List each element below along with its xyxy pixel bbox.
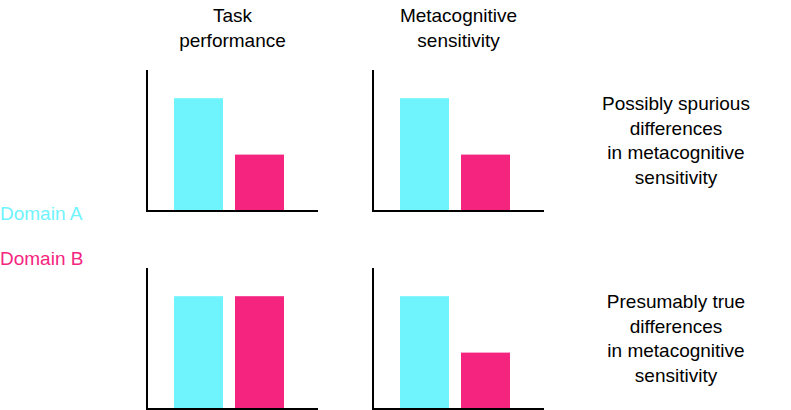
bar xyxy=(235,296,284,409)
title-line: Task xyxy=(213,5,253,26)
x-axis xyxy=(146,210,318,212)
title: Task performance xyxy=(179,5,286,51)
bars xyxy=(174,98,284,211)
annotation: sensitivity xyxy=(635,167,718,188)
annotation: in metacognitive xyxy=(607,142,744,163)
bars xyxy=(400,98,510,211)
y-axis xyxy=(146,268,148,410)
title-line: performance xyxy=(179,30,286,51)
annotation: Possibly spurious xyxy=(602,93,750,114)
annotation: Presumably true xyxy=(607,291,745,312)
title-line: Metacognitive xyxy=(400,5,517,26)
canvas: Task performance Domain A Domain B Metacogni… xyxy=(0,0,791,410)
bar xyxy=(461,353,510,409)
annotation: differences xyxy=(630,316,723,337)
bar xyxy=(461,155,510,211)
y-axis xyxy=(372,268,374,410)
legend-entry: Domain A xyxy=(0,203,83,224)
legend-entry: Domain B xyxy=(0,248,83,269)
x-axis xyxy=(372,408,544,410)
bars xyxy=(174,296,284,409)
annotation: in metacognitive xyxy=(607,340,744,361)
annotation: differences xyxy=(630,118,723,139)
annotation: sensitivity xyxy=(635,365,718,386)
y-axis xyxy=(146,70,148,212)
panel: Task performance xyxy=(146,5,318,212)
bar xyxy=(400,296,449,409)
y-axis xyxy=(372,70,374,212)
title-line: sensitivity xyxy=(417,30,500,51)
bars xyxy=(400,296,510,409)
x-axis xyxy=(146,408,318,410)
bar xyxy=(235,155,284,211)
figure: Task performance Domain A Domain B Metacogni… xyxy=(0,0,791,410)
legend: Domain A Domain B xyxy=(0,203,83,269)
panel: Presumably true differences in metacogniti… xyxy=(372,268,745,410)
bar xyxy=(174,296,223,409)
bar xyxy=(400,98,449,211)
title: Metacognitive sensitivity xyxy=(400,5,517,51)
x-axis xyxy=(372,210,544,212)
bar xyxy=(174,98,223,211)
panel xyxy=(146,268,318,410)
panel: Metacognitive sensitivity Possibly spuriou… xyxy=(372,5,750,212)
